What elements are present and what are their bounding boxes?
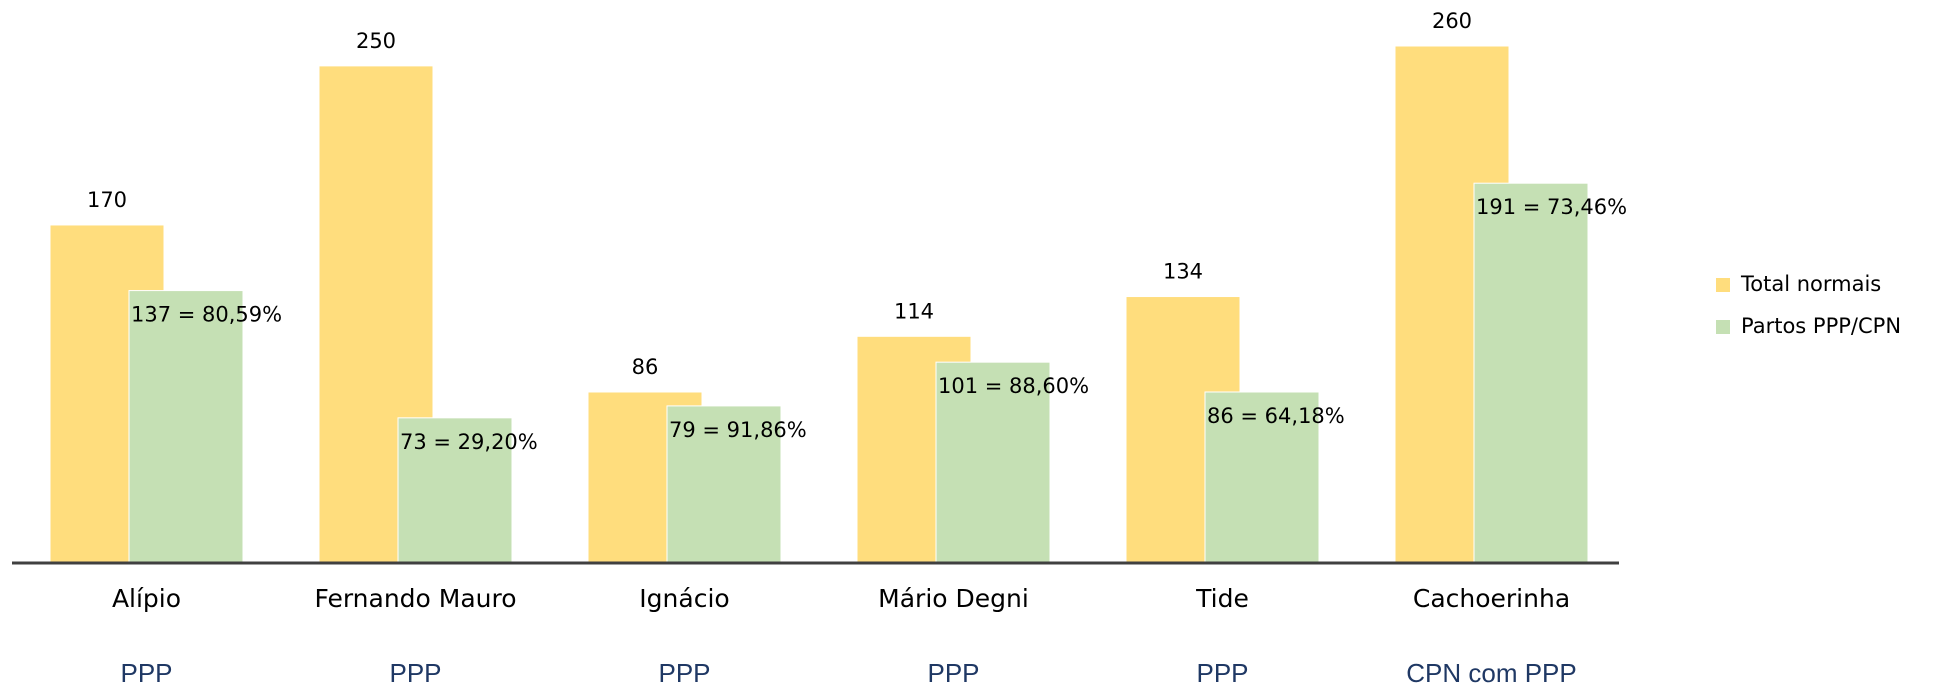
- value-label: 137 = 80,59%: [131, 303, 282, 327]
- x-tick-label: Ignácio: [639, 584, 729, 613]
- legend-label: Partos PPP/CPN: [1741, 314, 1901, 338]
- value-label: 79 = 91,86%: [669, 418, 807, 442]
- x-tick-label: Cachoerinha: [1413, 584, 1570, 613]
- bar: [1473, 182, 1589, 564]
- value-label: 86: [632, 355, 659, 379]
- value-label: 114: [894, 299, 934, 323]
- x-tick-label: Fernando Mauro: [314, 584, 516, 613]
- sub-label: PPP: [389, 658, 441, 688]
- x-tick-label: Tide: [1195, 584, 1249, 613]
- value-label: 250: [356, 29, 396, 53]
- sub-label: PPP: [927, 658, 979, 688]
- bar: [128, 290, 244, 564]
- sub-label: PPP: [120, 658, 172, 688]
- sub-label: PPP: [658, 658, 710, 688]
- value-label: 101 = 88,60%: [938, 374, 1089, 398]
- value-label: 260: [1432, 9, 1472, 33]
- bar: [935, 361, 1051, 564]
- value-label: 191 = 73,46%: [1476, 195, 1627, 219]
- bar: [397, 417, 513, 564]
- x-tick-label: Alípio: [112, 584, 181, 613]
- value-label: 134: [1163, 260, 1203, 284]
- sub-label: CPN com PPP: [1406, 658, 1577, 688]
- value-label: 170: [87, 188, 127, 212]
- value-label: 73 = 29,20%: [400, 430, 538, 454]
- sub-label: PPP: [1196, 658, 1248, 688]
- bar: [666, 405, 782, 564]
- x-tick-label: Mário Degni: [878, 584, 1029, 613]
- legend-label: Total normais: [1740, 272, 1881, 296]
- legend-swatch: [1716, 278, 1730, 292]
- value-label: 86 = 64,18%: [1207, 404, 1345, 428]
- legend-swatch: [1716, 320, 1730, 334]
